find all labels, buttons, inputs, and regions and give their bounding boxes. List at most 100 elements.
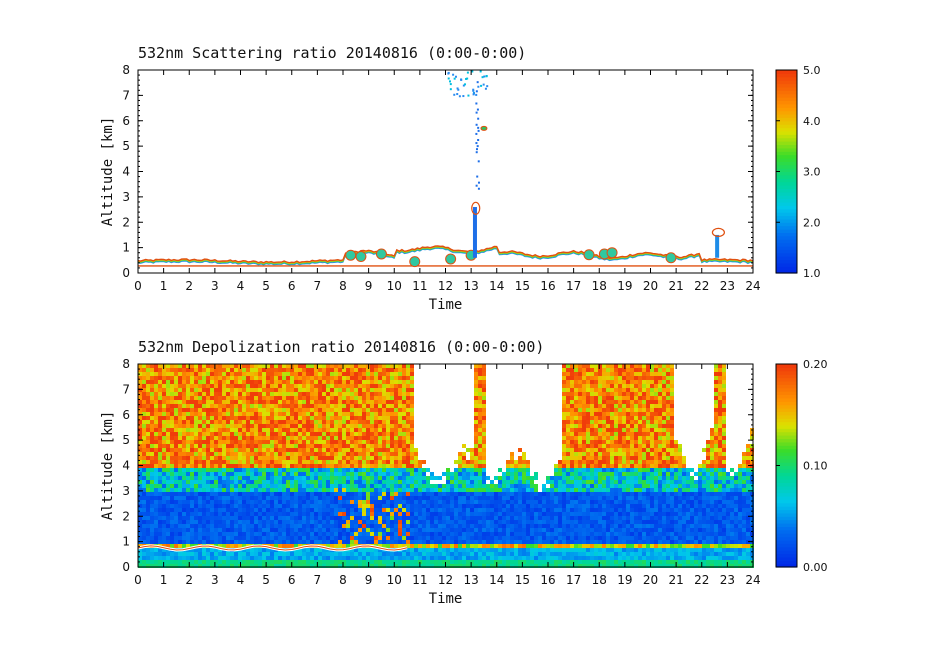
depol-cell xyxy=(566,416,570,420)
depol-cell xyxy=(234,472,238,476)
depol-cell xyxy=(290,432,294,436)
cirrus-speck xyxy=(473,92,476,95)
depol-cell xyxy=(394,524,398,528)
depol-cell xyxy=(302,376,306,380)
depol-cell xyxy=(258,392,262,396)
depol-cell xyxy=(322,492,326,496)
depol-cell xyxy=(290,448,294,452)
depol-cell xyxy=(410,392,414,396)
depol-cell xyxy=(378,440,382,444)
depol-cell xyxy=(478,528,482,532)
depol-cell xyxy=(302,460,306,464)
depol-cell xyxy=(482,564,486,568)
depol-cell xyxy=(430,512,434,516)
depol-cell xyxy=(510,560,514,564)
depol-cell xyxy=(266,468,270,472)
depol-cell xyxy=(246,376,250,380)
depol-cell xyxy=(298,560,302,564)
depol-cell xyxy=(150,492,154,496)
depol-cell xyxy=(378,416,382,420)
depol-cell xyxy=(166,540,170,544)
depol-cell xyxy=(298,444,302,448)
depol-cell xyxy=(478,532,482,536)
depol-cell xyxy=(150,536,154,540)
depol-cell xyxy=(278,492,282,496)
depol-cell xyxy=(518,492,522,496)
depol-cell xyxy=(206,496,210,500)
depol-cell xyxy=(326,472,330,476)
depol-cell xyxy=(394,504,398,508)
depol-cell xyxy=(142,564,146,568)
depol-cell xyxy=(150,388,154,392)
colorbar-swatch xyxy=(776,256,797,261)
depol-cell xyxy=(530,564,534,568)
depol-cell xyxy=(342,528,346,532)
depol-cell xyxy=(326,512,330,516)
depol-cell xyxy=(346,444,350,448)
depol-cell xyxy=(270,496,274,500)
depol-cell xyxy=(150,480,154,484)
depol-cell xyxy=(158,512,162,516)
depol-cell xyxy=(262,500,266,504)
depol-cell xyxy=(482,456,486,460)
depol-cell xyxy=(566,552,570,556)
depol-cell xyxy=(146,464,150,468)
depol-cell xyxy=(490,536,494,540)
depol-cell xyxy=(382,392,386,396)
depol-cell xyxy=(406,452,410,456)
depol-cell xyxy=(566,384,570,388)
depol-cell xyxy=(182,404,186,408)
depol-cell xyxy=(250,460,254,464)
depol-cell xyxy=(230,472,234,476)
depol-cell xyxy=(314,420,318,424)
depol-cell xyxy=(198,396,202,400)
depol-cell xyxy=(390,512,394,516)
depol-cell xyxy=(326,556,330,560)
depol-cell xyxy=(230,372,234,376)
depol-cell xyxy=(374,528,378,532)
y-tick-label: 2 xyxy=(122,215,130,229)
depol-cell xyxy=(310,516,314,520)
depol-cell xyxy=(554,552,558,556)
depol-cell xyxy=(306,484,310,488)
depol-cell xyxy=(274,456,278,460)
cloud-plume-contour xyxy=(471,201,481,215)
depol-cell xyxy=(474,380,478,384)
depol-cell xyxy=(286,484,290,488)
depol-cell xyxy=(290,368,294,372)
depol-cell xyxy=(218,380,222,384)
depol-cell xyxy=(402,444,406,448)
depol-cell xyxy=(294,400,298,404)
depol-cell xyxy=(246,564,250,568)
depol-cell xyxy=(158,532,162,536)
depol-cell xyxy=(478,368,482,372)
depol-cell xyxy=(230,420,234,424)
depol-cell xyxy=(206,452,210,456)
depol-cell xyxy=(446,484,450,488)
depol-cell xyxy=(334,528,338,532)
depol-cell xyxy=(238,512,242,516)
depol-cell xyxy=(158,548,162,552)
depol-cell xyxy=(222,556,226,560)
depol-cell xyxy=(378,404,382,408)
depol-cell xyxy=(514,500,518,504)
depol-cell xyxy=(226,440,230,444)
depol-cell xyxy=(394,484,398,488)
depol-cell xyxy=(570,396,574,400)
depol-cell xyxy=(142,420,146,424)
depol-cell xyxy=(302,512,306,516)
depol-cell xyxy=(522,500,526,504)
depol-cell xyxy=(498,516,502,520)
depol-cell xyxy=(210,516,214,520)
depol-cell xyxy=(418,544,422,548)
depol-cell xyxy=(322,548,326,552)
depol-cell xyxy=(342,552,346,556)
depol-cell xyxy=(182,456,186,460)
depol-cell xyxy=(154,468,158,472)
depol-cell xyxy=(270,400,274,404)
depol-cell xyxy=(262,472,266,476)
depol-cell xyxy=(174,440,178,444)
depol-cell xyxy=(474,532,478,536)
depol-cell xyxy=(230,396,234,400)
depol-cell xyxy=(358,532,362,536)
